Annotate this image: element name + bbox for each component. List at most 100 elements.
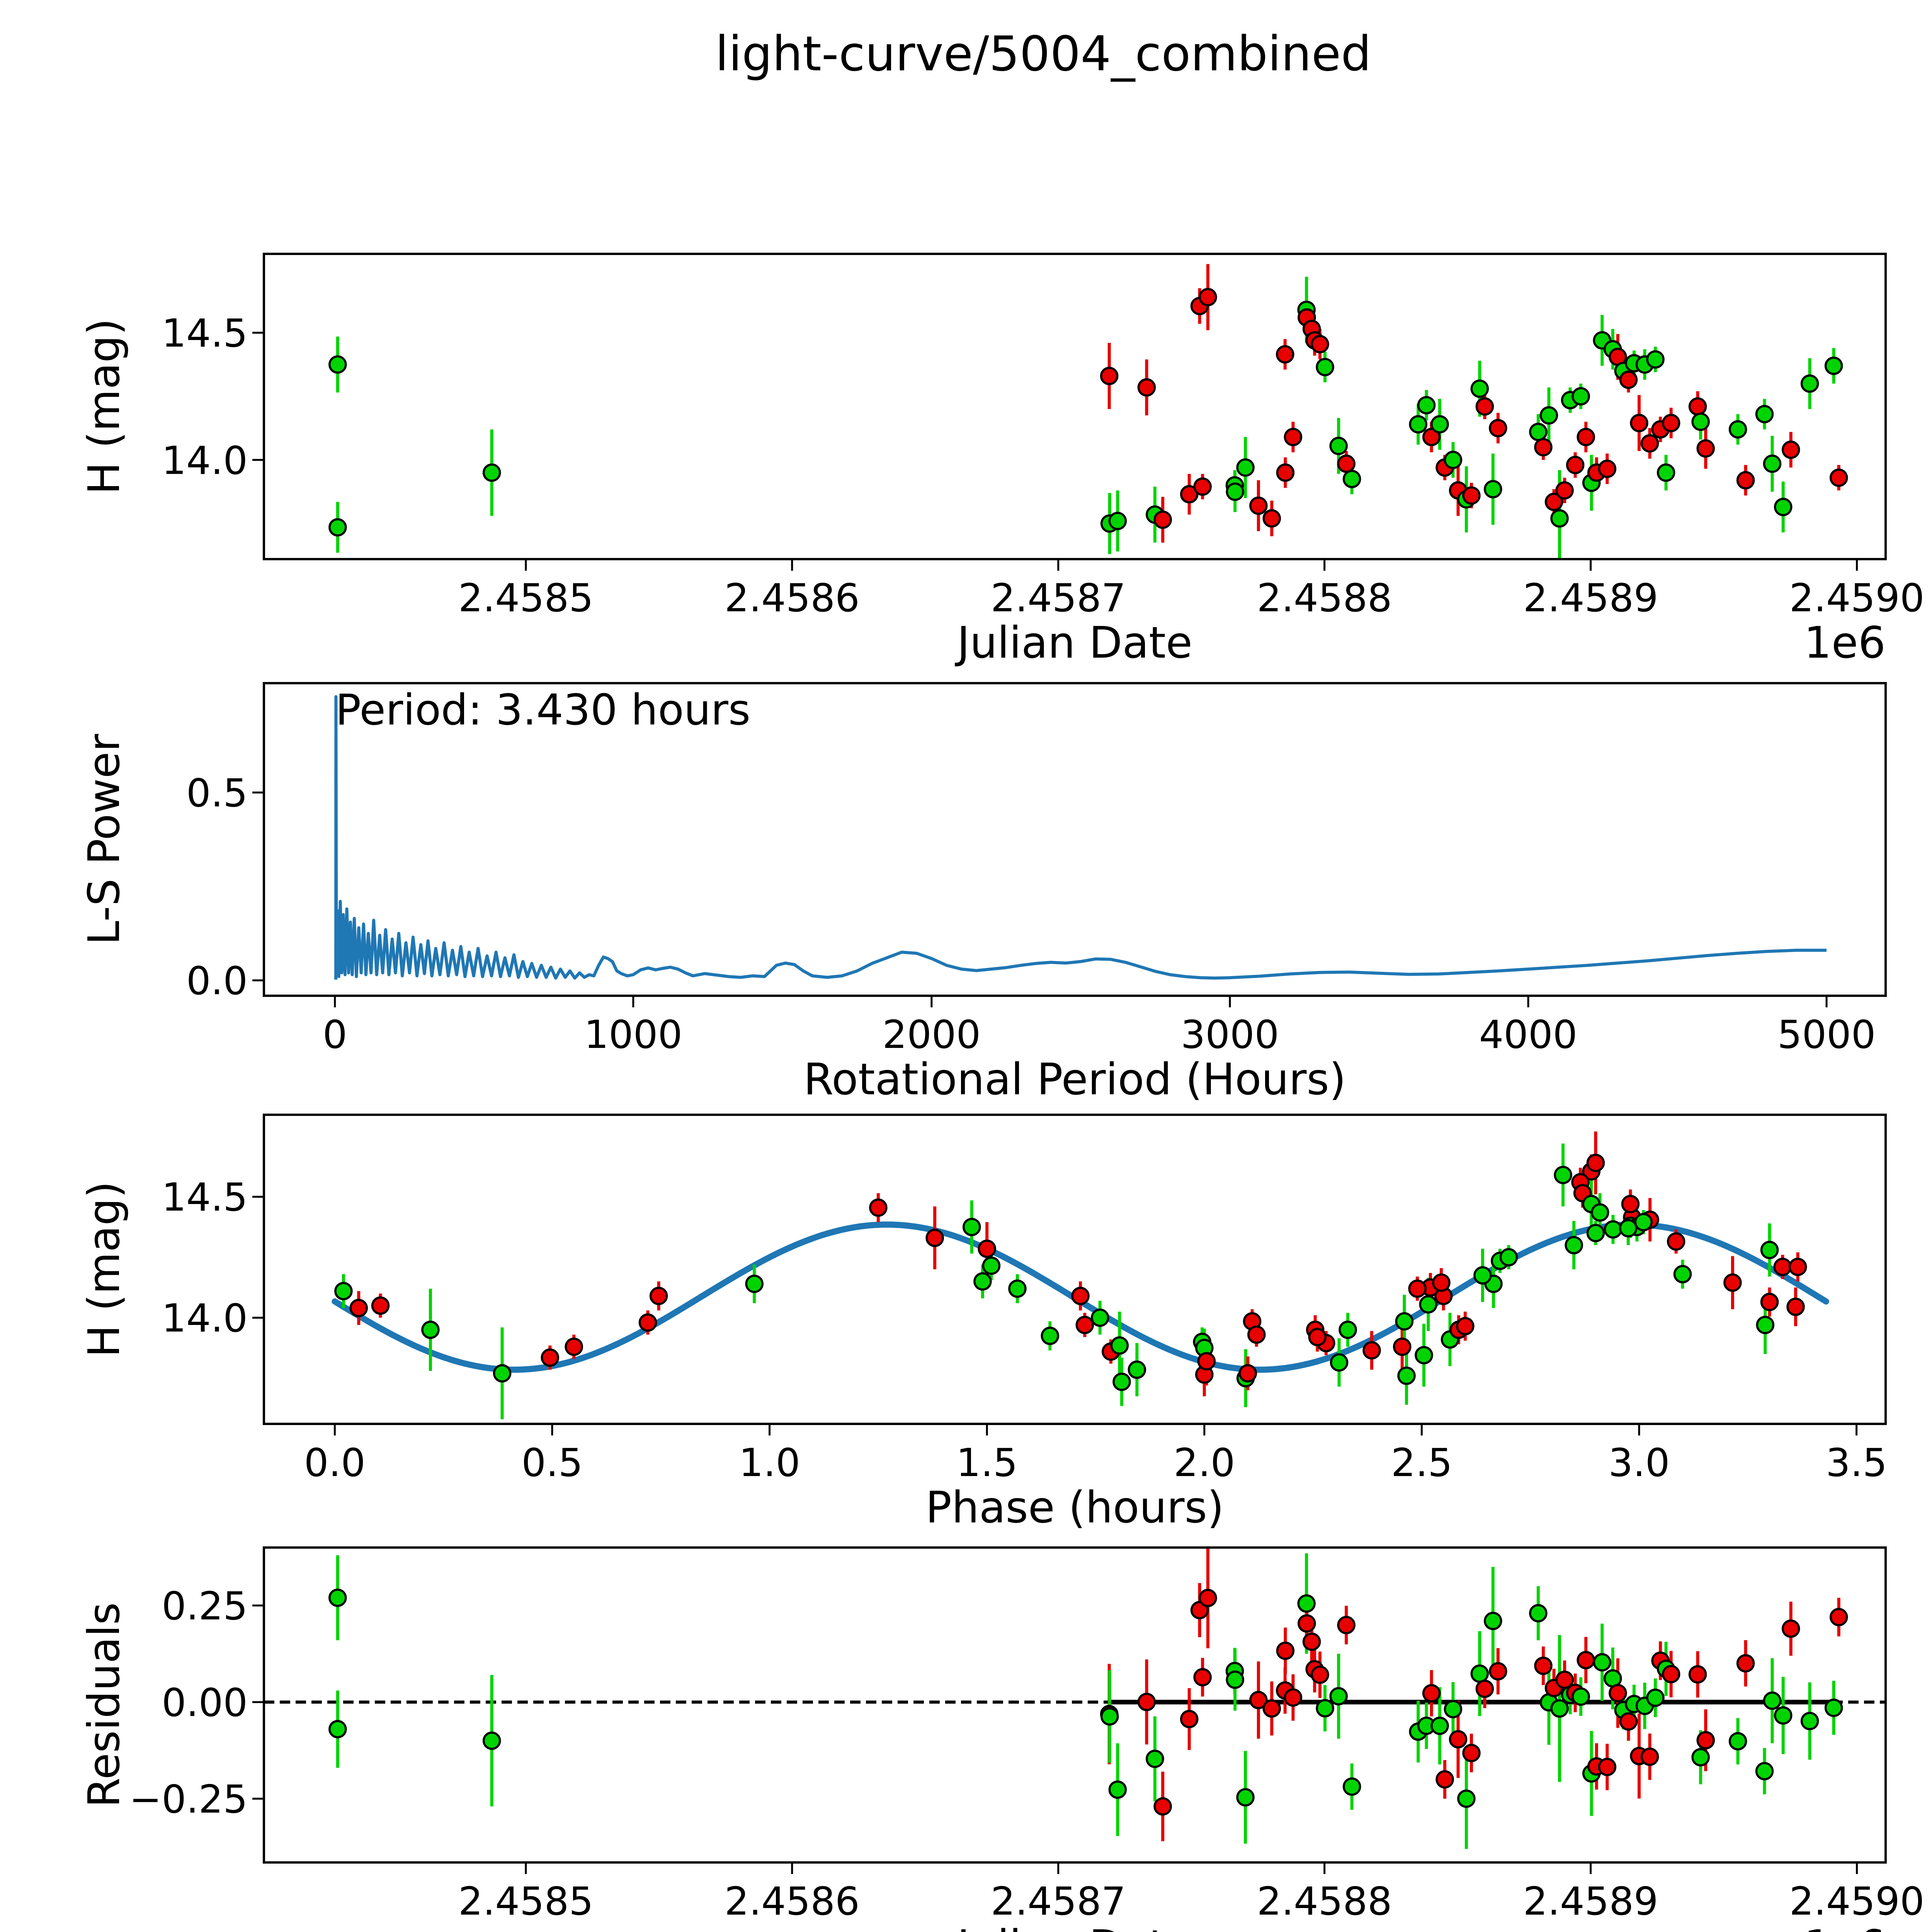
- data-point-red: [1598, 459, 1617, 478]
- data-point-red: [1696, 439, 1715, 458]
- data-point-red: [541, 1348, 560, 1367]
- data-point-green: [1763, 454, 1782, 473]
- p4-xtick-label: 2.4586: [724, 1879, 860, 1924]
- p3-ytick-label: 14.0: [162, 1296, 248, 1341]
- p1-axis-offset: 1e6: [1804, 618, 1886, 668]
- data-point-green: [1673, 1265, 1692, 1284]
- p4-xtick-label: 2.4585: [458, 1879, 594, 1924]
- data-point-red: [1829, 468, 1848, 487]
- panel-p2: 0 1000 2000 3000 4000 5000 0.5 0.0 Rotational Pe…: [79, 682, 1887, 1105]
- data-point-green: [1329, 1687, 1348, 1706]
- data-point-green: [1091, 1308, 1109, 1327]
- data-point-red: [1688, 397, 1707, 416]
- data-point-green: [1342, 469, 1361, 488]
- data-point-red: [1662, 414, 1680, 432]
- data-point-green: [421, 1320, 440, 1339]
- data-point-red: [371, 1296, 390, 1315]
- data-point-red: [1100, 367, 1119, 385]
- data-point-red: [1781, 1619, 1800, 1638]
- data-point-green: [493, 1364, 512, 1383]
- data-point-red: [1193, 1668, 1212, 1687]
- data-point-green: [1470, 379, 1489, 398]
- panel-p3-content: [332, 1131, 1829, 1420]
- p4-xtick-label: 2.4589: [1523, 1879, 1658, 1924]
- p2-ylabel: L-S Power: [79, 733, 129, 945]
- figure-title: light-curve/5004_combined: [715, 26, 1371, 82]
- data-point-red: [1180, 485, 1199, 503]
- data-point-red: [1449, 1730, 1468, 1749]
- data-point-red: [1621, 1195, 1640, 1213]
- p4-axis-offset: 1e6: [1804, 1921, 1886, 1932]
- data-point-green: [1774, 498, 1793, 516]
- data-point-red: [1566, 456, 1585, 474]
- data-point-red: [1462, 1744, 1481, 1762]
- p1-xtick-label: 2.4585: [458, 575, 594, 621]
- p3-xtick-label: 1.5: [956, 1440, 1018, 1485]
- data-point-red: [1071, 1287, 1090, 1305]
- data-point-red: [1598, 1758, 1617, 1776]
- p4-ytick-label: 0.00: [162, 1680, 248, 1725]
- data-point-green: [1316, 358, 1334, 376]
- data-point-green: [1604, 1220, 1622, 1239]
- p3-xtick-label: 1.0: [739, 1440, 800, 1485]
- data-point-green: [1484, 480, 1502, 498]
- data-point-red: [1247, 1325, 1266, 1344]
- p3-xtick-label: 3.0: [1608, 1440, 1670, 1485]
- p1-xtick-label: 2.4589: [1523, 575, 1658, 621]
- data-point-green: [1760, 1241, 1779, 1259]
- data-point-green: [1041, 1327, 1060, 1345]
- data-point-green: [1774, 1706, 1793, 1725]
- p2-xtick-label: 0: [323, 1012, 347, 1057]
- data-point-red: [1773, 1257, 1792, 1276]
- data-point-red: [1337, 1616, 1355, 1634]
- period-annotation: Period: 3.430 hours: [335, 685, 750, 735]
- panel-p4: 2.4585 2.4586 2.4587 2.4588 2.4589 2.4590 0.25…: [79, 1546, 1925, 1932]
- data-point-red: [1555, 481, 1574, 500]
- data-point-red: [1153, 1797, 1172, 1816]
- data-point-green: [482, 463, 501, 482]
- data-point-red: [1577, 1651, 1595, 1670]
- data-point-red: [349, 1299, 368, 1317]
- p1-xtick-label: 2.4586: [724, 575, 860, 621]
- data-point-red: [1534, 1656, 1553, 1675]
- data-point-red: [1736, 471, 1755, 490]
- data-point-green: [1800, 1712, 1819, 1730]
- data-point-red: [1422, 428, 1441, 446]
- data-point-red: [1786, 1298, 1805, 1316]
- data-point-green: [1539, 406, 1558, 425]
- data-point-green: [745, 1274, 764, 1293]
- data-point-green: [1550, 509, 1569, 528]
- data-point-red: [1262, 1699, 1281, 1718]
- data-point-red: [1298, 1614, 1316, 1633]
- data-point-green: [1342, 1777, 1361, 1796]
- data-point-green: [1554, 1166, 1572, 1184]
- data-point-red: [1199, 288, 1217, 306]
- data-point-green: [1236, 1788, 1255, 1807]
- data-point-green: [1499, 1248, 1518, 1267]
- data-point-green: [1419, 1295, 1438, 1314]
- data-point-green: [1330, 1353, 1349, 1372]
- periodogram-line: [334, 695, 1827, 980]
- data-point-green: [1226, 1670, 1244, 1689]
- data-point-red: [1630, 414, 1648, 432]
- panel-p3: 0.0 0.5 1.0 1.5 2.0 2.5 3.0 3.5 14.5 14.0 Phase (h…: [79, 1114, 1887, 1533]
- p3-xtick-label: 2.0: [1173, 1440, 1235, 1485]
- data-point-red: [565, 1337, 583, 1356]
- panel-p1-content: [328, 264, 1848, 560]
- data-point-red: [1829, 1608, 1848, 1626]
- data-point-green: [1484, 1612, 1502, 1630]
- data-point-green: [1646, 1688, 1665, 1707]
- data-point-red: [638, 1313, 657, 1332]
- data-point-red: [1489, 419, 1507, 437]
- p4-xtick-label: 2.4590: [1789, 1879, 1925, 1924]
- data-point-green: [1430, 1716, 1449, 1735]
- data-point-red: [1137, 1692, 1156, 1711]
- p1-ylabel: H (mag): [79, 318, 129, 495]
- data-point-red: [1640, 434, 1659, 453]
- data-point-green: [1108, 512, 1127, 530]
- data-point-red: [1362, 1341, 1381, 1360]
- data-point-red: [1308, 1328, 1327, 1347]
- data-point-green: [1297, 1594, 1316, 1613]
- data-point-red: [1489, 1662, 1507, 1681]
